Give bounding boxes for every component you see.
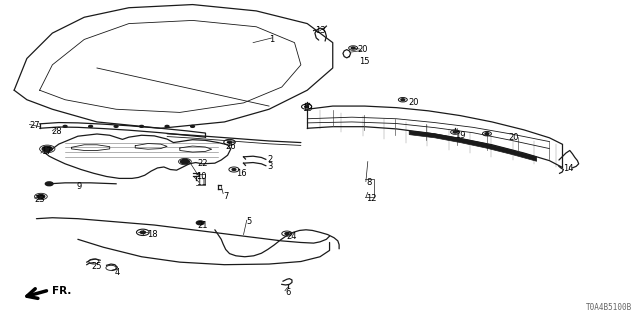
Text: 15: 15 bbox=[360, 57, 370, 66]
Text: 6: 6 bbox=[285, 288, 291, 297]
Text: 10: 10 bbox=[196, 172, 206, 181]
Circle shape bbox=[165, 125, 169, 127]
Circle shape bbox=[232, 169, 236, 171]
Text: 20: 20 bbox=[357, 45, 367, 54]
Circle shape bbox=[140, 125, 143, 127]
Circle shape bbox=[285, 233, 289, 235]
Text: 5: 5 bbox=[246, 217, 252, 226]
Text: 26: 26 bbox=[226, 142, 236, 151]
Circle shape bbox=[89, 125, 93, 127]
Circle shape bbox=[351, 47, 355, 49]
Circle shape bbox=[42, 146, 52, 151]
Circle shape bbox=[453, 131, 457, 133]
Text: 1: 1 bbox=[269, 35, 275, 44]
Circle shape bbox=[228, 141, 232, 143]
Text: 20: 20 bbox=[408, 98, 419, 107]
Text: 17: 17 bbox=[41, 147, 52, 156]
Text: 3: 3 bbox=[268, 162, 273, 171]
Circle shape bbox=[63, 125, 67, 127]
Text: 16: 16 bbox=[236, 169, 246, 178]
Text: 11: 11 bbox=[196, 178, 206, 187]
Circle shape bbox=[45, 182, 53, 186]
Circle shape bbox=[401, 99, 404, 101]
Circle shape bbox=[37, 195, 45, 198]
Text: 27: 27 bbox=[29, 121, 40, 130]
Text: 24: 24 bbox=[287, 232, 298, 241]
Circle shape bbox=[114, 125, 118, 127]
Circle shape bbox=[191, 125, 195, 127]
Circle shape bbox=[140, 231, 145, 234]
Text: 2: 2 bbox=[268, 155, 273, 164]
Text: 28: 28 bbox=[51, 127, 61, 136]
Text: 4: 4 bbox=[115, 268, 120, 277]
Text: 18: 18 bbox=[147, 230, 157, 239]
Circle shape bbox=[485, 133, 489, 135]
Text: 25: 25 bbox=[92, 262, 102, 271]
Circle shape bbox=[196, 221, 204, 225]
Text: FR.: FR. bbox=[52, 286, 72, 296]
Text: 8: 8 bbox=[366, 178, 371, 187]
Text: 19: 19 bbox=[455, 131, 465, 140]
Text: 19: 19 bbox=[302, 104, 313, 113]
Text: 20: 20 bbox=[508, 133, 518, 142]
Text: 9: 9 bbox=[77, 181, 82, 190]
Circle shape bbox=[180, 159, 189, 164]
Text: 22: 22 bbox=[198, 159, 208, 168]
Text: 14: 14 bbox=[563, 164, 574, 173]
Polygon shape bbox=[409, 131, 537, 161]
Text: 12: 12 bbox=[366, 194, 376, 203]
Text: 13: 13 bbox=[315, 26, 326, 35]
Text: 23: 23 bbox=[35, 195, 45, 204]
Text: 7: 7 bbox=[223, 192, 228, 201]
Text: 21: 21 bbox=[198, 220, 208, 229]
Circle shape bbox=[305, 106, 308, 108]
Text: T0A4B5100B: T0A4B5100B bbox=[586, 303, 632, 312]
